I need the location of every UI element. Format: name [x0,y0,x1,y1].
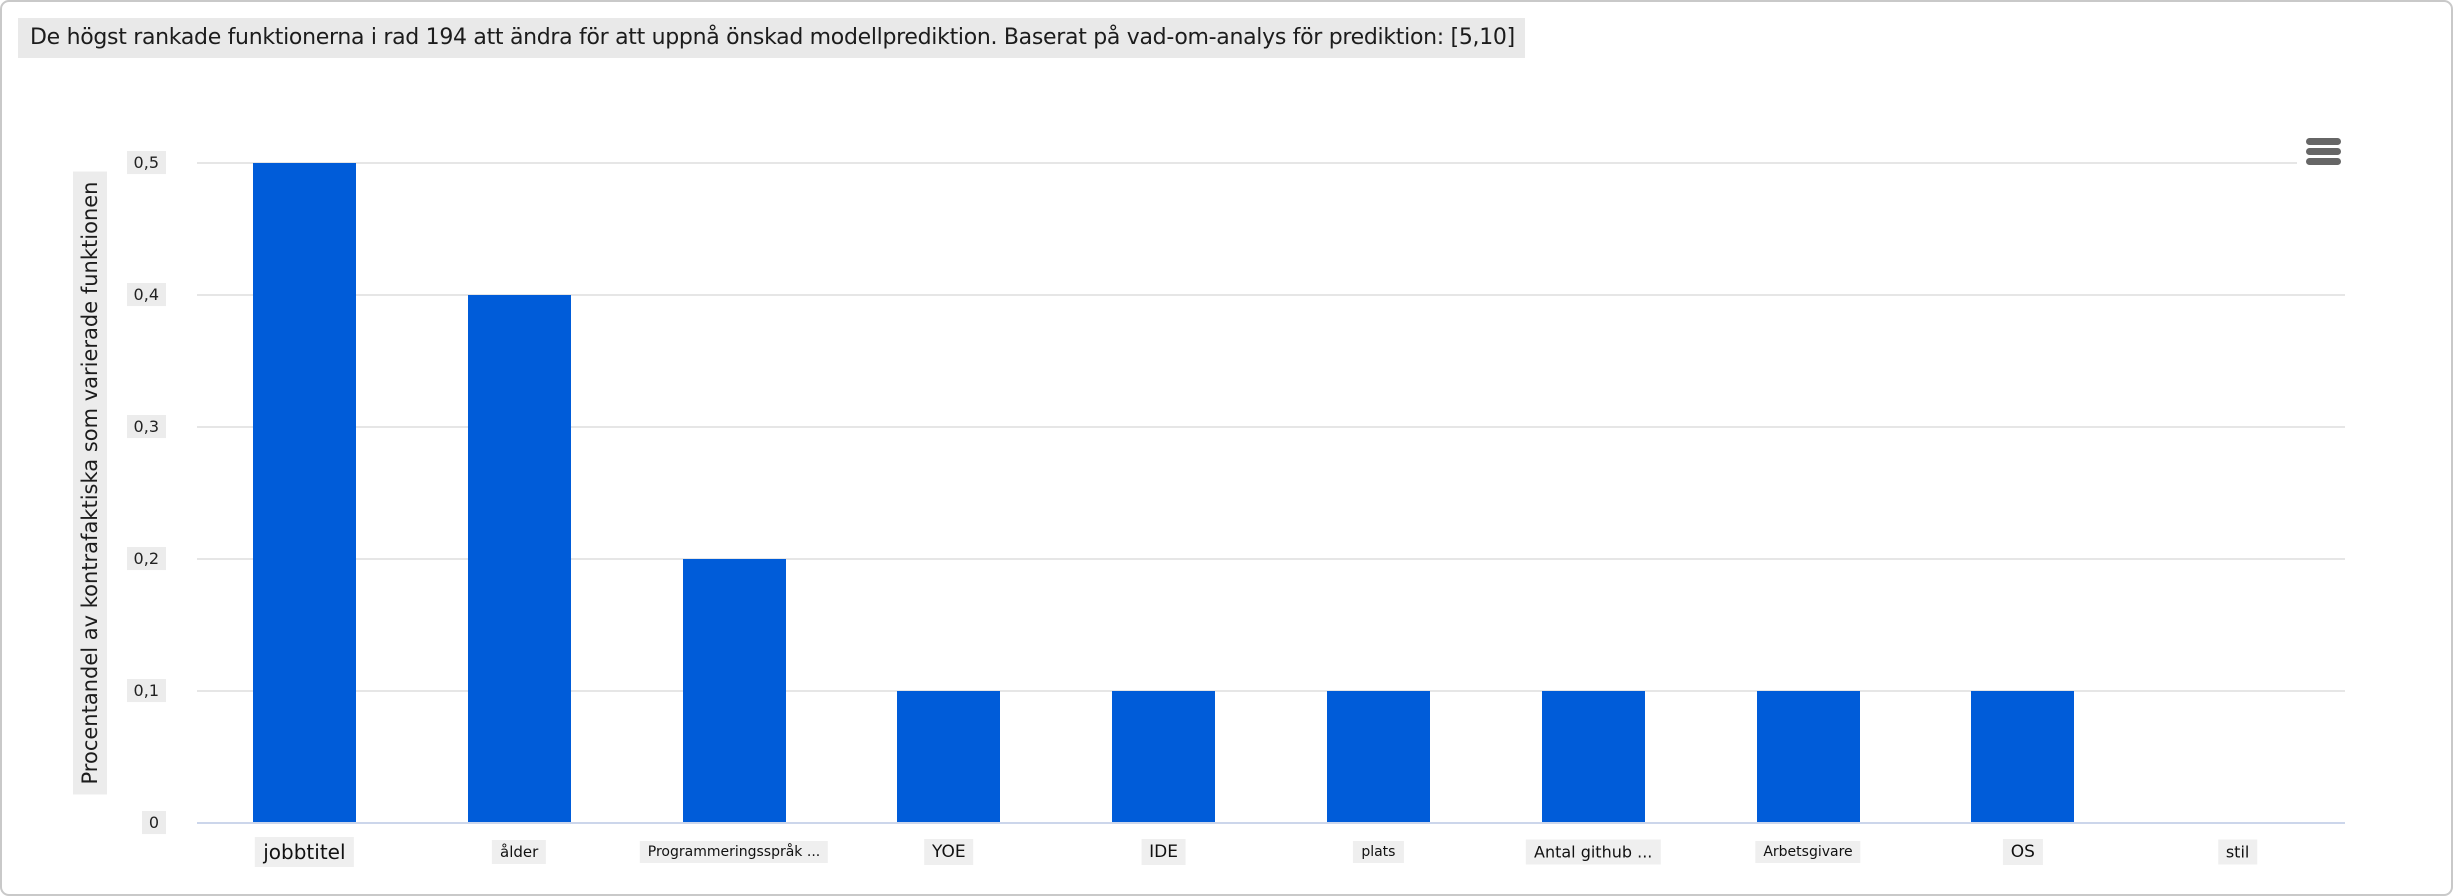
x-category-label-ide: IDE [1141,839,1187,865]
x-category-label-programmeringsspråk-: Programmeringsspråk ... [639,841,829,863]
hamburger-menu-icon [2305,147,2341,155]
x-category-label-plats: plats [1353,841,1404,863]
y-tick-label: 0,1 [126,679,166,703]
y-tick-label: 0,4 [126,283,166,307]
y-gridline [197,558,2345,560]
x-category-label-arbetsgivare: Arbetsgivare [1755,841,1861,863]
y-gridline [197,690,2345,692]
y-gridline [197,162,2345,164]
y-tick-label: 0,2 [126,547,166,571]
bar-ålder[interactable] [467,295,571,823]
x-category-label-stil: stil [2217,839,2258,865]
x-category-label-ålder: ålder [492,840,547,864]
y-tick-label: 0 [141,811,166,835]
bar-Arbetsgivare[interactable] [1756,691,1860,823]
bar-Programmeringsspråk ...[interactable] [682,559,786,823]
bar-Antal github ...[interactable] [1541,691,1645,823]
y-tick-label: 0,3 [126,415,166,439]
x-category-label-yoe: YOE [924,839,974,865]
x-axis-line [197,822,2345,824]
chart-context-menu-button[interactable] [2297,128,2349,174]
bar-jobbtitel[interactable] [252,163,356,823]
y-gridline [197,426,2345,428]
bar-OS[interactable] [1971,691,2075,823]
bar-YOE[interactable] [897,691,1001,823]
hamburger-menu-icon [2305,157,2341,165]
hamburger-menu-icon [2305,137,2341,145]
x-category-label-antal-github-: Antal github ... [1526,839,1661,865]
x-category-label-os: OS [2002,839,2043,865]
x-category-label-jobbtitel: jobbtitel [255,837,354,867]
bar-IDE[interactable] [1112,691,1216,823]
chart-title: De högst rankade funktionerna i rad 194 … [18,18,1525,58]
y-gridline [197,294,2345,296]
bar-plats[interactable] [1326,691,1430,823]
y-tick-label: 0,5 [126,151,166,175]
